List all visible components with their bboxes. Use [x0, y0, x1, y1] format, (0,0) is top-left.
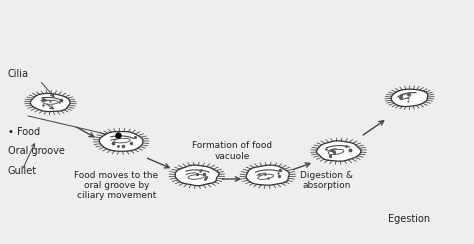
Text: Formation of food
vacuole: Formation of food vacuole [192, 142, 273, 161]
Text: Cilia: Cilia [8, 69, 29, 79]
Text: Egestion: Egestion [388, 214, 430, 224]
Polygon shape [175, 165, 219, 186]
Polygon shape [114, 138, 130, 143]
Polygon shape [328, 150, 344, 155]
Polygon shape [391, 89, 428, 106]
Text: Oral groove: Oral groove [8, 146, 64, 156]
Text: • Food: • Food [8, 127, 40, 137]
Text: Food moves to the
oral groove by
ciliary movement: Food moves to the oral groove by ciliary… [74, 171, 158, 200]
Text: Gullet: Gullet [8, 166, 37, 176]
Polygon shape [188, 175, 204, 179]
Polygon shape [258, 174, 273, 179]
Polygon shape [99, 132, 143, 151]
Polygon shape [246, 165, 289, 185]
Polygon shape [43, 100, 58, 104]
Polygon shape [399, 93, 411, 99]
Polygon shape [30, 93, 70, 112]
Polygon shape [317, 141, 361, 161]
Text: Digestion &
absorption: Digestion & absorption [301, 171, 353, 190]
